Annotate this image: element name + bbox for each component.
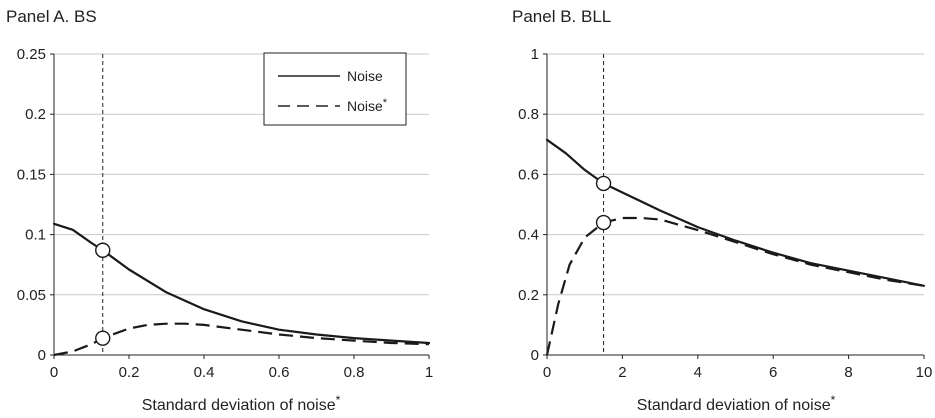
- panel-a-axes: [53, 54, 429, 356]
- panel-a-y-tick-label: 0: [38, 347, 46, 364]
- panel-a-x-tick-label: 0.6: [269, 364, 290, 381]
- legend-entry-noise-star-label: Noise: [347, 98, 383, 114]
- panel-b-x-tick-label: 10: [916, 364, 933, 381]
- panel-a-x-tick-label: 1: [425, 364, 433, 381]
- panel-b-x-tick-label: 4: [694, 364, 702, 381]
- panel-a-x-tick-label: 0.4: [194, 364, 215, 381]
- panel-a-marker-point: [95, 330, 111, 346]
- panel-b-series-noise-line: [545, 138, 926, 287]
- legend-entry-noise-star: Noise*: [347, 97, 388, 114]
- panel-a-y-tick-label: 0.25: [17, 46, 46, 63]
- panel-b-y-ticks: 0 0.2 0.4 0.6 0.8 1: [518, 46, 547, 364]
- legend-entry-noise-star-sup: *: [383, 97, 388, 109]
- panel-b-axes: [546, 54, 924, 356]
- legend: Noise Noise*: [263, 52, 407, 126]
- panel-b-y-tick-label: 1: [531, 46, 539, 63]
- panel-a-y-tick-label: 0.15: [17, 166, 46, 183]
- panel-a-series-noise-line: [52, 222, 431, 345]
- panel-b-series: [545, 138, 926, 356]
- panel-b-y-tick-label: 0.6: [518, 166, 539, 183]
- panel-a-x-ticks: 0 0.2 0.4 0.6 0.8 1: [50, 355, 433, 381]
- panel-a-marker-point: [95, 242, 111, 258]
- panel-a-title: Panel A. BS: [6, 7, 97, 26]
- panel-a-x-tick-label: 0.2: [119, 364, 140, 381]
- panel-b-x-ticks: 0 2 4 6 8 10: [543, 355, 933, 381]
- panel-a-y-ticks: 0 0.05 0.1 0.15 0.2 0.25: [17, 46, 54, 364]
- panel-a-x-axis-label-text: Standard deviation of noise: [142, 397, 336, 414]
- panel-a-x-tick-label: 0: [50, 364, 58, 381]
- legend-box: [263, 52, 407, 126]
- panel-a-y-tick-label: 0.1: [25, 227, 46, 244]
- panel-a-x-axis-label-sup: *: [336, 393, 341, 407]
- panel-b-x-axis-label-text: Standard deviation of noise: [637, 397, 831, 414]
- panel-a-y-tick-label: 0.2: [25, 106, 46, 123]
- panel-a-x-tick-label: 0.8: [344, 364, 365, 381]
- panel-a-series-noise-star-line: [53, 322, 430, 357]
- panel-b-x-tick-label: 8: [844, 364, 852, 381]
- panel-b-marker-point: [595, 214, 612, 231]
- panel-b-gridlines: [547, 53, 924, 296]
- panel-b-y-tick-label: 0.4: [518, 227, 539, 244]
- panel-b-series-noise-star-line: [545, 216, 925, 356]
- panel-a-y-tick-label: 0.05: [17, 287, 46, 304]
- legend-entry-noise: Noise: [347, 68, 383, 84]
- panel-a: Panel A. BS 00.050.10.150.20.25 0 0.2 0.4 0…: [6, 7, 433, 414]
- panel-b-x-tick-label: 6: [769, 364, 777, 381]
- panel-b-x-axis-label-sup: *: [831, 393, 836, 407]
- panel-b-x-tick-label: 2: [618, 364, 626, 381]
- panel-a-x-axis-label: Standard deviation of noise*: [142, 393, 341, 414]
- panel-b-marker-point: [595, 175, 612, 192]
- panel-b-y-tick-label: 0.2: [518, 287, 539, 304]
- panel-b-x-tick-label: 0: [543, 364, 551, 381]
- panel-b-markers: [595, 175, 612, 231]
- panel-b-y-tick-label: 0: [531, 347, 539, 364]
- panel-b: Panel B. BLL 0 0.2 0.4 0.6 0.8 1 0 2 4 6 8 10 Stan…: [512, 7, 932, 414]
- panel-b-title: Panel B. BLL: [512, 7, 611, 26]
- panel-b-x-axis-label: Standard deviation of noise*: [637, 393, 836, 414]
- panel-a-series: [52, 222, 431, 357]
- panel-a-markers: [95, 242, 111, 346]
- panel-b-y-tick-label: 0.8: [518, 106, 539, 123]
